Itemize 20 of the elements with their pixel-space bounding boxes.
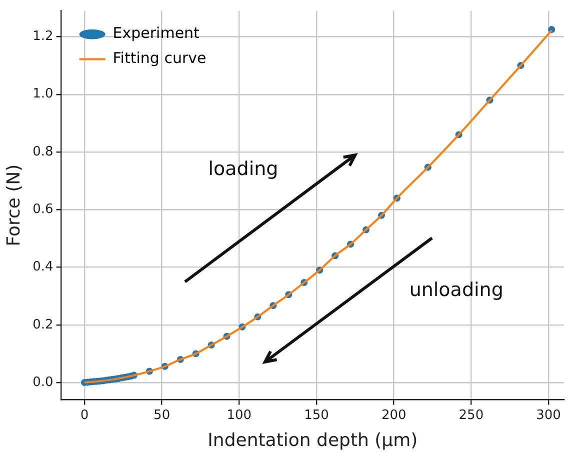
x-tick-label: 0 [80, 408, 89, 423]
annotation: unloading [409, 279, 504, 302]
y-axis-title: Force (N) [3, 164, 24, 246]
x-tick-label: 100 [226, 408, 252, 423]
y-tick-label: 1.0 [32, 86, 54, 102]
x-tick-label: 200 [381, 408, 406, 423]
x-tick-label: 300 [536, 408, 561, 423]
legend-label: Fitting curve [112, 49, 206, 68]
x-axis-title: Indentation depth (μm) [208, 430, 418, 451]
x-tick-label: 150 [304, 408, 329, 423]
y-tick-label: 0.6 [32, 202, 54, 217]
y-tick-label: 0.0 [32, 374, 54, 390]
x-tick-label: 250 [458, 408, 484, 423]
y-tick-label: 0.4 [32, 260, 54, 275]
y-tick-label: 0.2 [32, 317, 54, 332]
legend-label: Experiment [112, 24, 200, 42]
annotation: loading [208, 158, 278, 180]
y-tick-label: 1.2 [32, 29, 54, 44]
x-tick-label: 50 [154, 408, 170, 423]
y-tick-label: 0.8 [32, 144, 54, 160]
